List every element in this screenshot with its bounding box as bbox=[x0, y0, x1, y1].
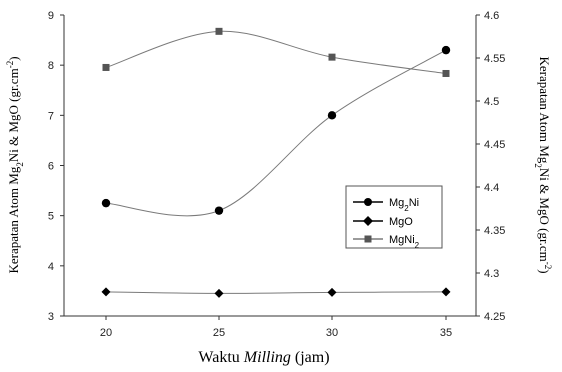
x-tick-label: 35 bbox=[440, 327, 452, 339]
y-axis-left-title: Kerapatan Atom Mg2Ni & MgO (gr.cm-2) bbox=[5, 56, 25, 273]
y-left-tick-label: 6 bbox=[48, 161, 54, 173]
y-left-tick-label: 4 bbox=[48, 261, 54, 273]
x-tick-label: 25 bbox=[213, 327, 225, 339]
y-right-tick-label: 4.3 bbox=[484, 268, 499, 280]
y-right-tick-label: 4.45 bbox=[484, 139, 505, 151]
legend-box bbox=[345, 185, 443, 249]
legend-label-mgni2: MgNi2 bbox=[389, 234, 420, 250]
point-square bbox=[328, 53, 336, 61]
series-line-1 bbox=[105, 291, 447, 294]
point-diamond bbox=[327, 287, 337, 297]
chart-legend: Mg2Ni MgO MgNi2 bbox=[345, 185, 443, 250]
y-axis-right-title: Kerapatan Atom Mg2Ni & MgO (gr.cm-2) bbox=[533, 56, 553, 273]
legend-label-mg2ni: Mg2Ni bbox=[389, 197, 419, 213]
point-diamond bbox=[101, 287, 111, 297]
series-line-0 bbox=[105, 49, 447, 217]
legend-marker-diamond bbox=[363, 216, 373, 226]
series-line-2 bbox=[105, 30, 447, 74]
y-axis-left-ticks: 3 4 5 6 7 8 9 bbox=[48, 10, 64, 323]
point-square bbox=[442, 69, 450, 77]
point-circle bbox=[101, 198, 111, 208]
y-right-tick-label: 4.5 bbox=[484, 96, 499, 108]
x-axis-title: Waktu Milling (jam) bbox=[198, 349, 329, 366]
x-tick-label: 30 bbox=[326, 327, 338, 339]
point-circle bbox=[327, 111, 337, 120]
y-axis-right-ticks: 4.25 4.3 4.35 4.4 4.45 4.5 4.55 4.6 bbox=[476, 10, 505, 323]
legend-label-mgo: MgO bbox=[389, 216, 413, 228]
y-left-tick-label: 5 bbox=[48, 211, 54, 223]
legend-item-mg2ni: Mg2Ni bbox=[353, 197, 419, 213]
point-square bbox=[102, 63, 110, 71]
series-lines bbox=[105, 30, 447, 294]
legend-marker-square bbox=[364, 235, 372, 243]
y-right-tick-label: 4.25 bbox=[484, 311, 505, 323]
y-right-tick-label: 4.35 bbox=[484, 225, 505, 237]
legend-item-mgni2: MgNi2 bbox=[353, 234, 420, 250]
point-circle bbox=[441, 45, 451, 55]
point-square bbox=[215, 27, 223, 35]
legend-marker-circle bbox=[364, 198, 372, 206]
series-markers bbox=[101, 27, 451, 298]
y-left-tick-label: 3 bbox=[48, 311, 54, 323]
y-right-tick-label: 4.4 bbox=[484, 182, 499, 194]
y-left-tick-label: 9 bbox=[48, 10, 54, 22]
point-circle bbox=[214, 206, 224, 215]
x-axis-ticks: 20 25 30 35 bbox=[100, 316, 452, 339]
y-right-tick-label: 4.55 bbox=[484, 53, 505, 65]
x-tick-label: 20 bbox=[100, 327, 112, 339]
y-left-tick-label: 7 bbox=[48, 110, 54, 122]
legend-item-mgo: MgO bbox=[353, 216, 413, 228]
y-left-tick-label: 8 bbox=[48, 60, 54, 72]
point-diamond bbox=[441, 287, 451, 297]
point-diamond bbox=[214, 288, 224, 298]
y-right-tick-label: 4.6 bbox=[484, 10, 499, 22]
